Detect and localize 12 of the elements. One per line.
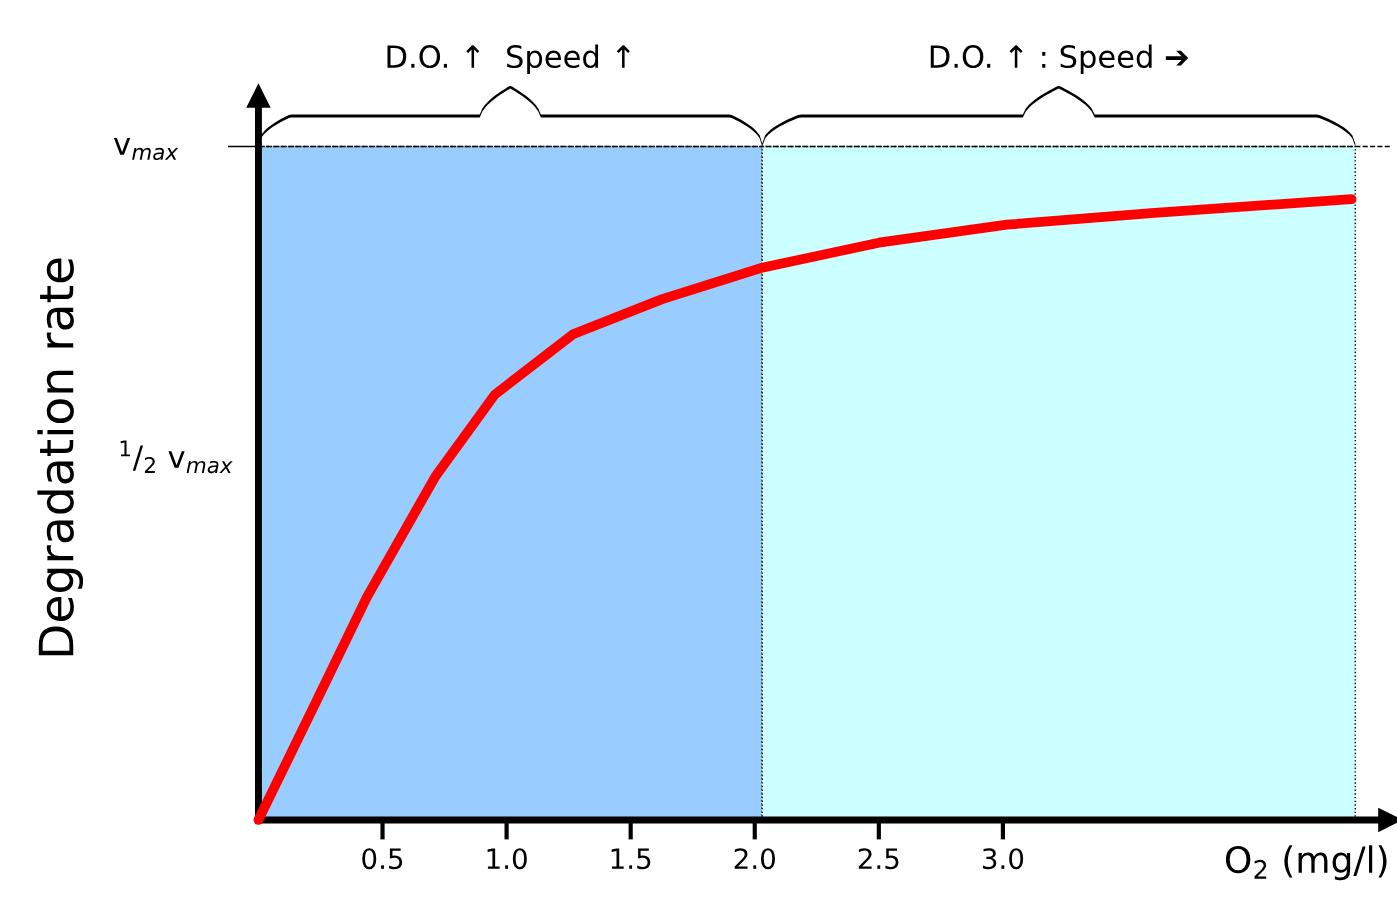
x-tick-label: 1.0 <box>487 848 527 870</box>
band-label: D.O. ↑ : Speed ➔ <box>930 44 1189 75</box>
y-axis-title: Degradation rate <box>37 258 84 656</box>
x-axis-title: O$_{2}$ (mg/l) <box>1225 845 1387 881</box>
ref-line-label: v$_{max}$ <box>113 138 179 161</box>
x-tick-label: 2.5 <box>858 848 899 870</box>
x-tick-label: 0.5 <box>362 848 403 870</box>
x-tick-label: 3.0 <box>982 848 1024 870</box>
x-tick-label: 1.5 <box>611 848 651 870</box>
x-tick-label: 2.0 <box>734 848 775 870</box>
band-label: D.O. ↑ Speed ↑ <box>387 44 630 75</box>
text: $^{1}$/$_{2}$ v$_{max}$ <box>120 440 233 474</box>
